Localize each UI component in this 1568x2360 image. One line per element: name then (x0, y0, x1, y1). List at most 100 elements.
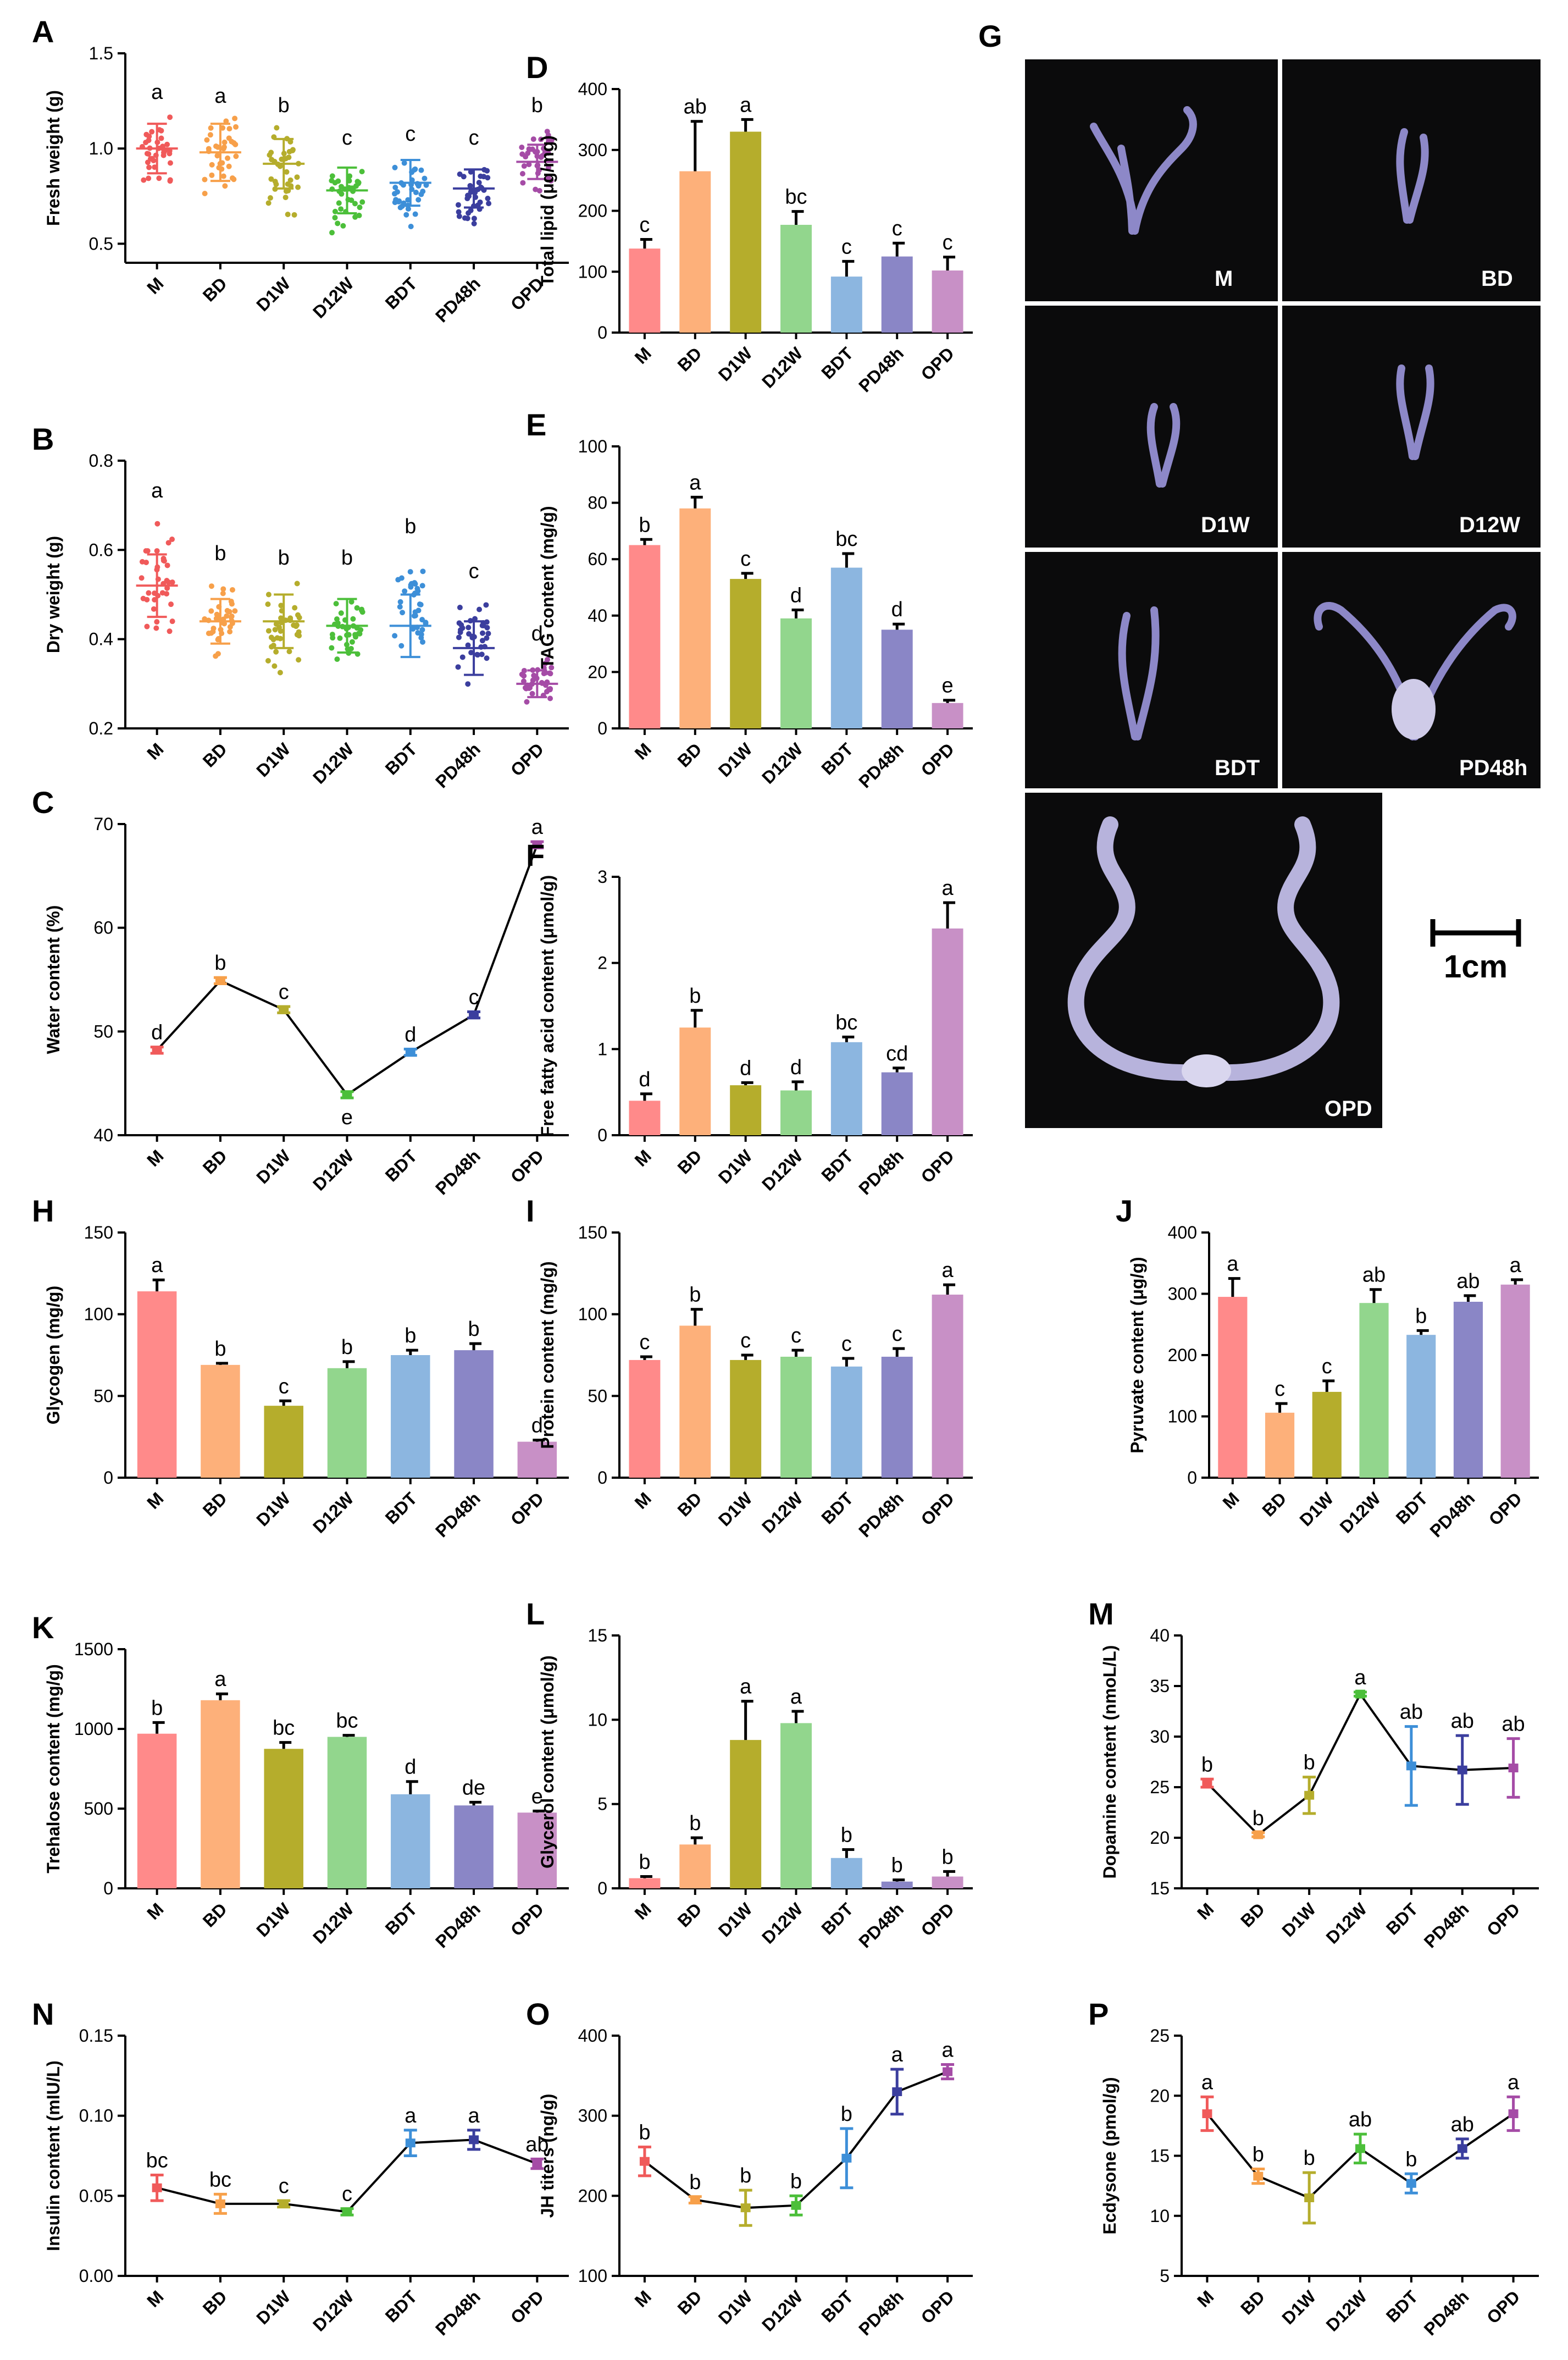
data-point-D1W (740, 2203, 751, 2213)
bar-PD48h (881, 629, 913, 728)
data-dot (419, 627, 425, 633)
data-point-M (152, 1046, 162, 1055)
data-dot (214, 611, 220, 617)
y-axis-label: Protein content (mg/g) (538, 1261, 557, 1449)
significance-label: d (891, 598, 903, 621)
data-dot (151, 157, 157, 163)
significance-label: a (1201, 2071, 1214, 2094)
data-dot (547, 670, 553, 676)
significance-label: c (405, 123, 415, 146)
bar-D1W (264, 1406, 303, 1478)
bar-OPD (932, 1294, 963, 1478)
data-dot (476, 180, 482, 186)
y-axis-label: Water content (%) (43, 905, 63, 1054)
significance-label: d (151, 1021, 163, 1044)
panel-letter: E (526, 407, 546, 442)
y-tick-label: 400 (578, 79, 607, 99)
bar-D1W (730, 1359, 762, 1478)
data-dot (471, 220, 477, 226)
significance-label: ab (525, 2133, 548, 2156)
data-dot (455, 664, 461, 670)
data-dot (138, 575, 145, 581)
significance-label: c (1322, 1355, 1332, 1378)
data-dot (521, 667, 527, 673)
significance-label: b (468, 1318, 480, 1341)
data-dot (295, 184, 301, 190)
significance-label: de (462, 1776, 485, 1799)
data-dot (278, 603, 284, 609)
x-tick-label: D1W (714, 739, 756, 781)
bar-D12W (780, 224, 812, 333)
y-axis-label: Glycogen (mg/g) (43, 1286, 63, 1424)
data-dot (544, 656, 550, 662)
y-tick-label: 100 (578, 1305, 607, 1324)
x-tick-label: D1W (714, 343, 756, 385)
y-tick-label: 400 (1168, 1223, 1197, 1242)
data-dot (519, 170, 525, 176)
data-dot (222, 183, 228, 189)
data-dot (485, 631, 491, 637)
data-dot (455, 202, 461, 208)
data-dot (232, 115, 238, 121)
x-tick-label: M (1193, 2286, 1217, 2311)
significance-label: bc (273, 1717, 295, 1740)
x-tick-label: BD (199, 739, 231, 771)
bar-M (1218, 1297, 1248, 1478)
data-dot (520, 678, 527, 684)
data-dot (154, 548, 160, 554)
data-dot (273, 621, 279, 627)
y-tick-label: 500 (84, 1799, 113, 1819)
data-dot (144, 623, 150, 629)
significance-label: a (942, 2038, 954, 2061)
data-dot (479, 651, 485, 657)
data-dot (335, 220, 341, 226)
data-dot (202, 176, 208, 183)
organ-illustration (1118, 606, 1160, 740)
significance-label: b (639, 513, 650, 537)
y-axis-label: Insulin content (mIU/L) (43, 2060, 63, 2251)
data-point-M (1202, 1778, 1212, 1788)
bar-BDT (830, 567, 862, 728)
photo-pd48h: PD48h (1282, 552, 1541, 788)
bar-PD48h (1453, 1301, 1483, 1478)
data-dot (232, 608, 238, 614)
significance-label: a (468, 2104, 480, 2127)
x-tick-label: D12W (309, 2286, 358, 2335)
data-dot (146, 151, 152, 157)
data-dot (527, 146, 533, 152)
bar-BD (679, 1325, 711, 1478)
x-tick-label: D1W (714, 1146, 756, 1187)
y-tick-label: 0 (597, 1468, 607, 1488)
y-tick-label: 100 (578, 2266, 607, 2286)
data-dot (154, 521, 160, 527)
y-tick-label: 200 (578, 201, 607, 221)
data-dot (278, 615, 284, 621)
bar-BDT (830, 1042, 862, 1135)
significance-label: b (278, 546, 290, 570)
significance-label: c (639, 214, 650, 237)
significance-label: d (740, 1057, 751, 1080)
y-tick-label: 80 (588, 493, 607, 513)
x-tick-label: BDT (817, 1899, 857, 1938)
data-dot (139, 559, 145, 565)
y-tick-label: 100 (1168, 1407, 1197, 1427)
bar-BD (679, 1027, 711, 1135)
y-tick-label: 150 (84, 1223, 113, 1242)
data-dot (154, 619, 160, 625)
x-tick-label: OPD (917, 1488, 958, 1529)
data-dot (468, 207, 474, 213)
y-tick-label: 5 (1160, 2266, 1170, 2286)
bar-D1W (1312, 1391, 1342, 1478)
data-dot (533, 186, 539, 192)
data-dot (465, 681, 471, 687)
x-tick-label: BDT (1382, 2286, 1422, 2326)
y-tick-label: 0 (597, 718, 607, 738)
data-dot (481, 174, 487, 180)
data-dot (468, 650, 474, 656)
y-tick-label: 0 (597, 323, 607, 342)
data-point-PD48h (1457, 1765, 1467, 1775)
photo-d12w: D12W (1282, 306, 1541, 548)
x-tick-label: D1W (252, 1488, 294, 1530)
x-tick-label: M (631, 1488, 655, 1512)
bar-BDT (391, 1794, 430, 1888)
